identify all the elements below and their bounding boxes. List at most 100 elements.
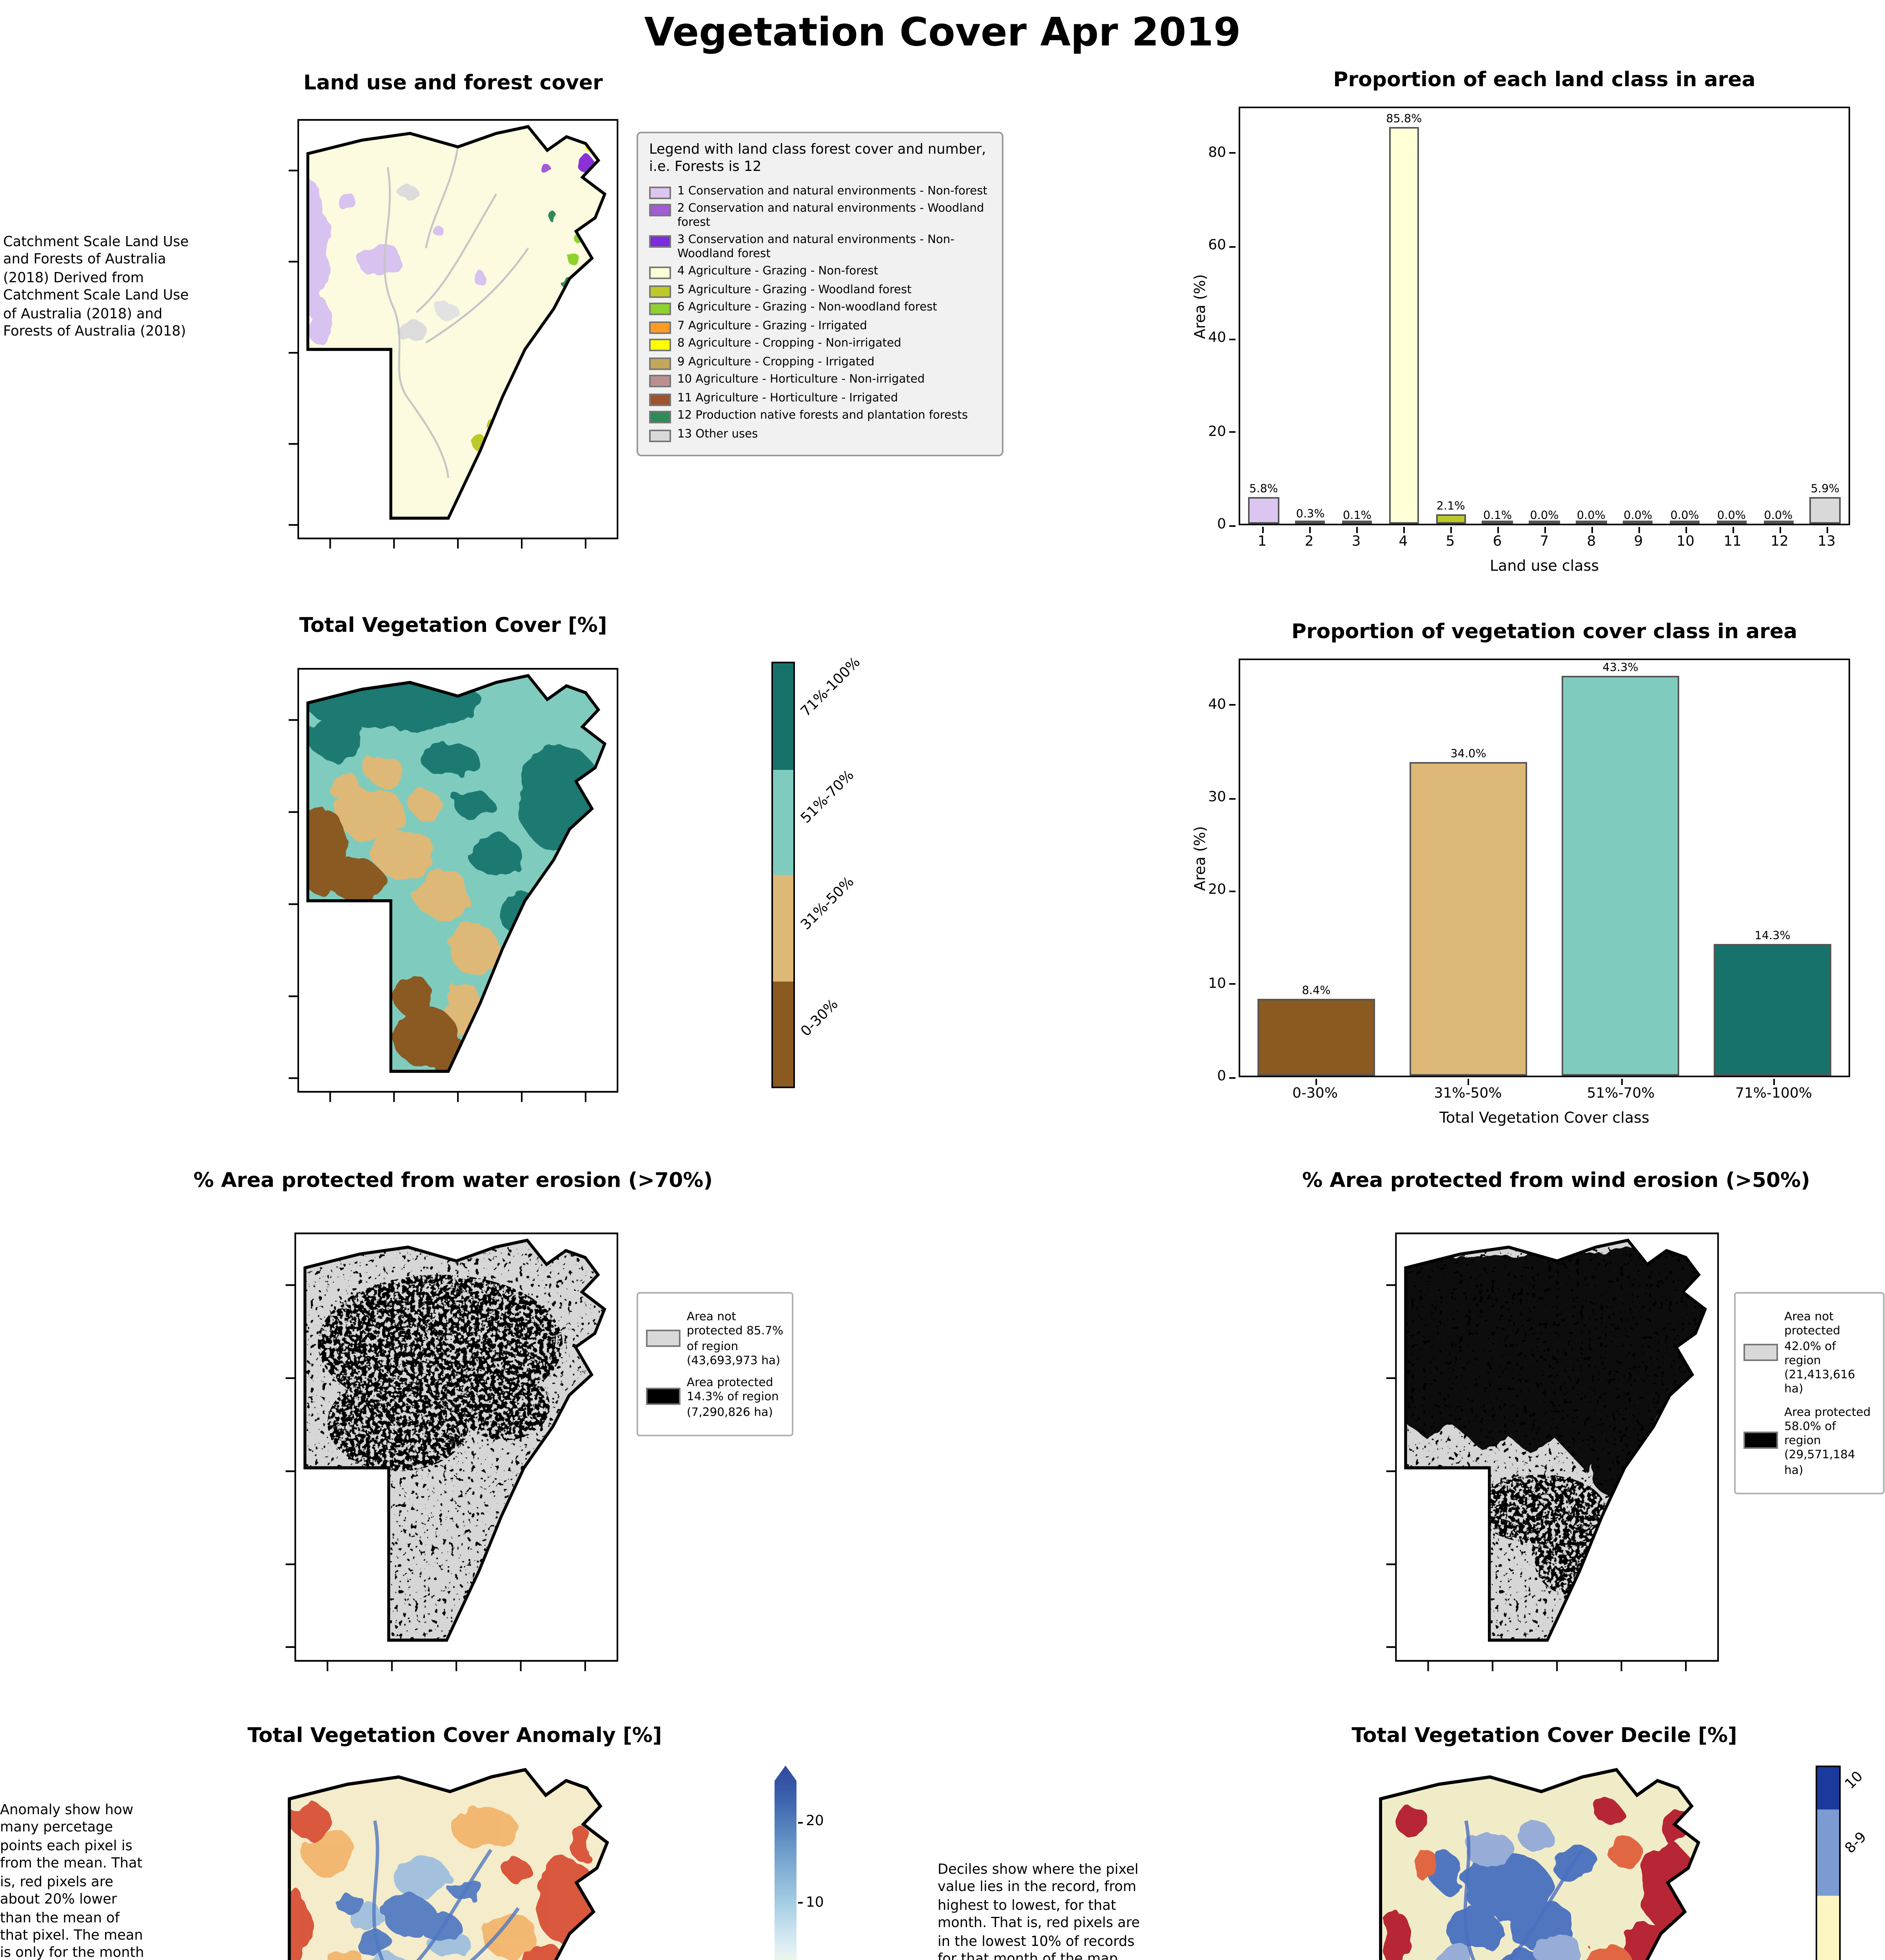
x-tick-label: 10 [1662,527,1709,550]
legend-label: Area not protected 42.0% of region (21,4… [1784,1309,1855,1396]
legend-label: 11 Agriculture - Horticulture - Irrigate… [677,390,898,405]
y-tick-label: 60 [1208,238,1236,254]
bar [1622,521,1653,524]
row-erosion: % Area protected from water erosion (>70… [0,1163,1885,1720]
decile-colorbar-bar [1816,1766,1841,1960]
vegcover-map-title: Total Vegetation Cover [%] [299,615,607,638]
legend-item: Area protected 58.0% of region (29,571,1… [1743,1404,1875,1477]
x-axis-label: Land use class [1489,558,1599,575]
legend-item: 8 Agriculture - Cropping - Non-irrigated [649,337,991,352]
bar-value-label: 0.0% [1717,508,1746,522]
bar-slot-2: 0.3% [1287,108,1333,524]
decile-colorbar: 108-94-72-31 [1816,1766,1870,1960]
row-vegcover: Total Vegetation Cover [%] [0,608,1885,1157]
y-tick-label: 20 [1208,425,1236,440]
legend-swatch [1743,1432,1778,1449]
bar-value-label: 0.0% [1577,508,1606,522]
x-tick-label: 13 [1803,527,1850,550]
legend-label: 5 Agriculture - Grazing - Woodland fores… [677,282,912,296]
legend-swatch [649,204,671,217]
bar-value-label: 0.0% [1764,508,1793,522]
bar [1529,521,1560,524]
legend-item: 11 Agriculture - Horticulture - Irrigate… [649,390,991,406]
bar-slot-1: 5.8% [1240,108,1287,524]
plot-area: 5.8% 0.3% 0.1% 85.8% 2.1% 0.1% 0.0% 0.0% 0.0% 0.0… [1239,107,1850,525]
anomaly-colorbar-gradient [775,1766,796,1960]
colorbar-segment [1817,1767,1839,1810]
bar-slot-3: 0.1% [1334,108,1381,524]
x-tick-label: 3 [1333,527,1380,550]
anomaly-colorbar-ticks: 20100−10−20 [775,1766,824,1960]
vegcover-colorbar-bar [771,662,795,1088]
legend-item: Area not protected 85.7% of region (43,6… [646,1309,784,1367]
legend-label: 2 Conservation and natural environments … [677,201,984,229]
anomaly-colorbar: 20100−10−20 [775,1766,824,1960]
y-tick-label: 40 [1208,697,1236,713]
bar-slot-12: 0.0% [1755,108,1802,524]
bar [1257,998,1376,1076]
x-tick-label: 1 [1239,527,1286,550]
legend-swatch [649,357,671,370]
x-tick-label: 4 [1380,527,1427,550]
anomaly-note: Anomaly show how many percetage points e… [0,1803,144,1960]
bar [1810,496,1840,524]
legend-swatch [649,411,671,424]
y-tick-label: 20 [1208,883,1236,899]
y-axis-ticks: 0 20 40 60 80 [1176,107,1239,533]
legend-swatch [649,393,671,406]
x-tick-label: 8 [1568,527,1615,550]
legend-swatch [646,1388,680,1406]
decile-map [1370,1762,1712,1960]
legend-label: 1 Conservation and natural environments … [677,183,987,198]
legend-swatch [1743,1344,1778,1361]
x-tick-label: 31%-50% [1392,1079,1544,1102]
colorbar-label: 71%-100% [798,655,864,721]
bar-value-label: 2.1% [1436,498,1465,513]
colorbar-label: 10 [1843,1769,1867,1793]
landuse-legend: Legend with land class forest cover and … [637,132,1003,457]
legend-label: 12 Production native forests and plantat… [677,408,968,423]
landuse-side-note: Catchment Scale Land Use and Forests of … [3,235,189,341]
y-tick-label: 0 [1217,517,1236,533]
colorbar-segment [773,981,793,1087]
landuse-map-title: Land use and forest cover [303,72,603,96]
x-tick-label: 11 [1709,527,1756,550]
x-tick-label: 2 [1286,527,1333,550]
bar-slot-8: 0.0% [1568,108,1615,524]
bar [1389,127,1419,524]
bar [1482,521,1513,524]
bar-value-label: 0.1% [1343,507,1372,522]
bar-value-label: 43.3% [1602,660,1638,675]
x-tick-label: 0-30% [1239,1079,1392,1102]
x-tick-label: 12 [1756,527,1803,550]
anomaly-map-title: Total Vegetation Cover Anomaly [%] [247,1725,662,1748]
legend-item: Area not protected 42.0% of region (21,4… [1743,1309,1875,1396]
x-tick-label: 5 [1427,527,1474,550]
y-tick-label: 0 [1217,1069,1236,1085]
x-tick-label: 71%-100% [1697,1079,1850,1102]
bar-slot-9: 0.0% [1615,108,1661,524]
legend-item: 10 Agriculture - Horticulture - Non-irri… [649,373,991,388]
bar [1713,944,1832,1076]
legend-swatch [649,285,671,298]
bar-value-label: 5.8% [1249,481,1278,495]
bar-slot-11: 0.0% [1708,108,1755,524]
bar-value-label: 14.3% [1754,928,1791,942]
legend-item: 13 Other uses [649,427,991,442]
y-tick-label: 10 [1208,976,1236,992]
bar-slot-6: 0.1% [1474,108,1521,524]
legend-label: 4 Agriculture - Grazing - Non-forest [677,264,878,278]
bar-value-label: 0.0% [1624,508,1653,522]
bar-slot-0-30%: 8.4% [1240,660,1392,1076]
legend-swatch [649,303,671,316]
legend-label: 7 Agriculture - Grazing - Irrigated [677,318,867,332]
colorbar-segment [1817,1810,1839,1896]
page-title: Vegetation Cover Apr 2019 [644,9,1241,55]
x-axis-ticks: 0-30% 31%-50% 51%-70% 71%-100% [1239,1079,1850,1102]
wind-erosion-map [1377,1223,1731,1675]
bar [1409,762,1528,1076]
legend-item: 2 Conservation and natural environments … [649,201,991,230]
bar-slot-7: 0.0% [1521,108,1568,524]
bar-value-label: 8.4% [1302,982,1331,997]
wind-erosion-legend: Area not protected 42.0% of region (21,4… [1734,1292,1885,1494]
